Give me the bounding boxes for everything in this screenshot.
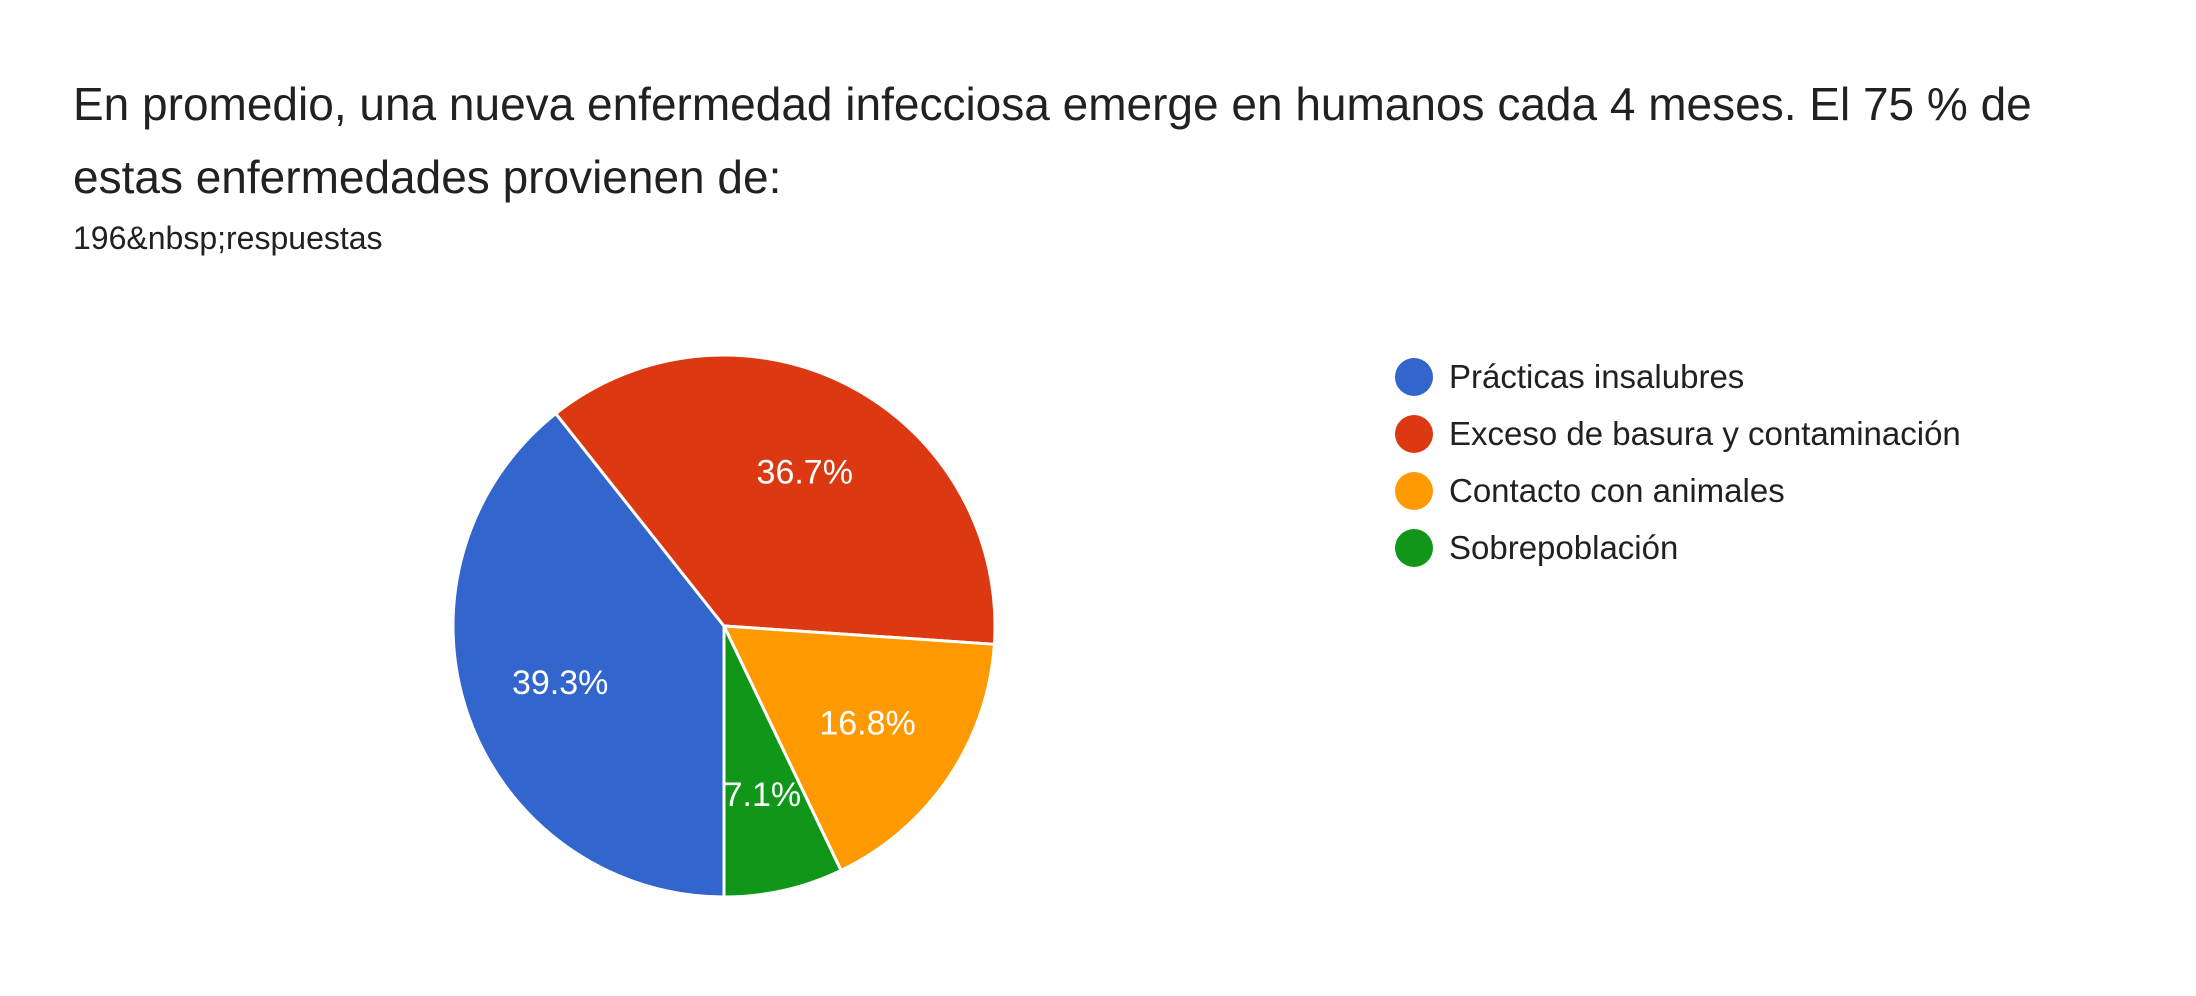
- legend-item-practicas-insalubres[interactable]: Prácticas insalubres: [1395, 348, 1961, 405]
- chart-legend: Prácticas insalubres Exceso de basura y c…: [1395, 348, 1961, 576]
- legend-label: Contacto con animales: [1449, 471, 1785, 509]
- legend-swatch-icon: [1395, 471, 1433, 510]
- chart-title: En promedio, una nueva enfermedad infecc…: [73, 78, 2032, 203]
- legend-label: Prácticas insalubres: [1449, 357, 1745, 395]
- legend-label: Exceso de basura y contaminación: [1449, 414, 1961, 452]
- pie-slice-label: 39.3%: [512, 664, 608, 702]
- legend-item-contacto-con-animales[interactable]: Contacto con animales: [1395, 462, 1961, 519]
- pie-slice-label: 36.7%: [757, 454, 853, 492]
- pie-slice-label: 16.8%: [819, 704, 915, 742]
- pie-slice-exceso-de-basura-y-contaminacion[interactable]: [554, 353, 997, 646]
- pie-slices: [451, 353, 997, 899]
- pie-slice-sobrepoblacion[interactable]: [722, 624, 843, 899]
- response-count: 196&nbsp;respuestas: [73, 220, 383, 256]
- pie-slice-labels: 39.3% 36.7% 16.8% 7.1%: [512, 454, 916, 815]
- legend-swatch-icon: [1395, 357, 1433, 396]
- legend-swatch-icon: [1395, 528, 1433, 567]
- pie-slice-label: 7.1%: [724, 776, 802, 814]
- legend-label: Sobrepoblación: [1449, 528, 1679, 566]
- pie-slice-practicas-insalubres[interactable]: [451, 412, 726, 899]
- legend-item-sobrepoblacion[interactable]: Sobrepoblación: [1395, 519, 1961, 576]
- pie-slice-contacto-con-animales[interactable]: [722, 624, 996, 872]
- legend-swatch-icon: [1395, 414, 1433, 453]
- legend-item-exceso-de-basura-y-contaminacion[interactable]: Exceso de basura y contaminación: [1395, 405, 1961, 462]
